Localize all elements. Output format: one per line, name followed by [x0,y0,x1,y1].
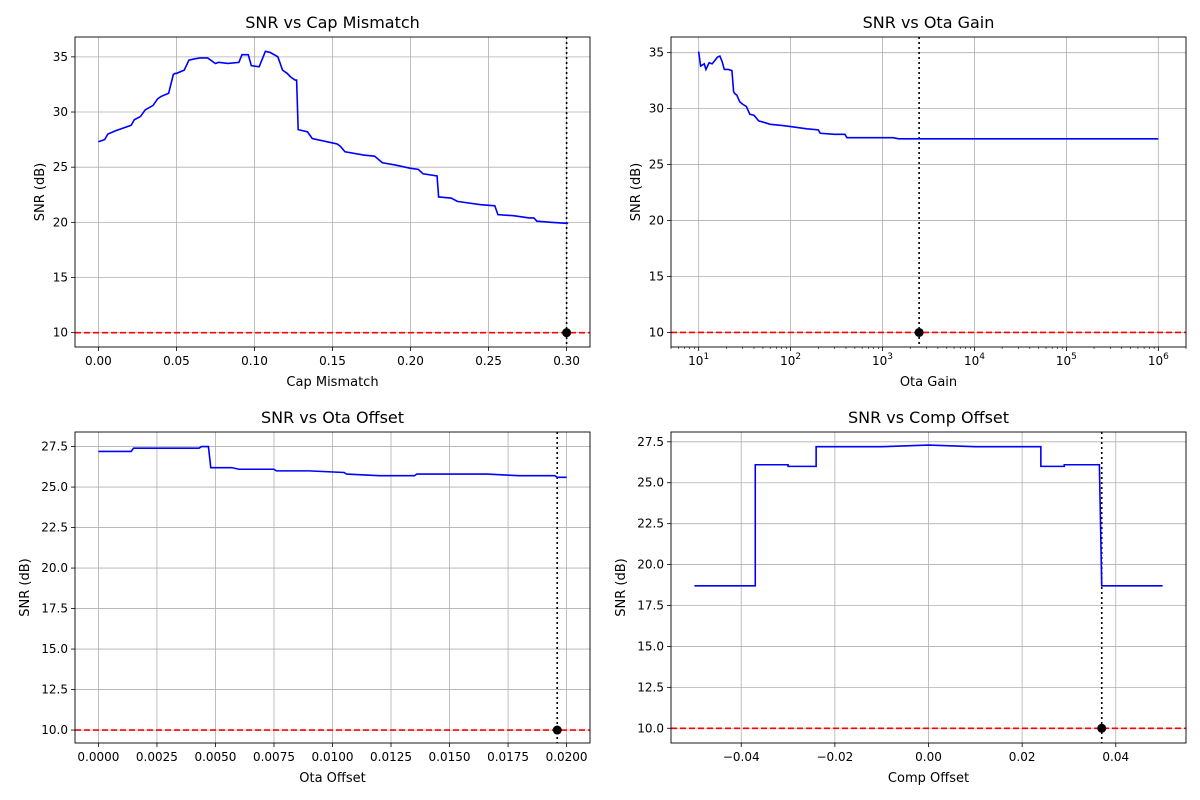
series-line [98,50,569,225]
y-tick-label: 10 [649,325,664,339]
chart-title: SNR vs Ota Offset [261,408,404,427]
x-tick-label: 0.04 [1102,750,1129,764]
x-tick-label: 0.30 [553,354,580,368]
y-tick-label: 20.0 [637,558,664,572]
series-line [98,445,567,479]
grid [75,432,590,743]
x-tick-label: 104 [964,352,985,368]
y-axis-label: SNR (dB) [614,558,629,616]
marker-point [562,328,572,338]
x-tick-label: 0.0100 [312,750,354,764]
y-tick-label: 35 [649,46,664,60]
y-axis-label: SNR (dB) [629,163,644,221]
x-tick-label: 102 [780,352,801,368]
y-tick-label: 20 [53,215,68,229]
x-tick-label: 0.25 [475,354,502,368]
y-tick-label: 27.5 [41,440,68,454]
y-tick-label: 17.5 [41,602,68,616]
x-tick-label: 0.20 [397,354,424,368]
y-tick-label: 25 [649,158,664,172]
x-tick-label: 0.00 [85,354,112,368]
x-tick-label: 0.10 [241,354,268,368]
marker-point [1097,723,1107,733]
y-tick-label: 20.0 [41,561,68,575]
subplot-4: −0.04 −0.02 0.00 0.02 0.04 10.0 12.5 15.0 17.5 20… [614,408,1187,786]
x-axis-label: Comp Offset [888,771,969,786]
y-tick-label: 20 [649,214,664,228]
x-tick-label: 103 [872,352,893,368]
subplot-3: 0.0000 0.0025 0.0050 0.0075 0.0100 0.0125 0.01… [18,408,591,786]
x-axis-label: Ota Offset [299,771,366,786]
x-tick-label: 0.0000 [77,750,119,764]
x-tick-label: 0.0175 [487,750,529,764]
x-axis-label: Ota Gain [900,375,957,390]
chart-title: SNR vs Cap Mismatch [245,13,420,32]
x-tick-label: −0.04 [723,750,760,764]
y-tick-label: 15 [53,270,68,284]
y-axis-label: SNR (dB) [33,163,48,221]
x-tick-label: 0.05 [163,354,190,368]
x-tick-label: 0.00 [915,750,942,764]
grid [671,37,1186,347]
x-axis-label: Cap Mismatch [286,375,378,390]
x-tick-label: −0.02 [816,750,853,764]
y-tick-label: 35 [53,50,68,64]
y-tick-label: 10.0 [41,723,68,737]
x-tick-label: 0.0075 [253,750,295,764]
series-line [694,444,1163,587]
y-axis-label: SNR (dB) [18,558,33,616]
y-tick-label: 27.5 [637,435,664,449]
y-tick-label: 17.5 [637,599,664,613]
x-tick-label: 0.0150 [429,750,471,764]
x-tick-label: 0.0125 [370,750,412,764]
y-tick-label: 10.0 [637,721,664,735]
x-tick-label: 0.0050 [194,750,236,764]
y-tick-label: 25.0 [637,476,664,490]
grid [75,37,590,347]
x-tick-label: 105 [1056,352,1077,368]
x-tick-label: 0.0025 [136,750,178,764]
y-tick-label: 25 [53,160,68,174]
chart-title: SNR vs Comp Offset [848,408,1009,427]
y-tick-label: 10 [53,326,68,340]
marker-point [552,725,562,735]
y-tick-label: 22.5 [41,521,68,535]
y-tick-label: 12.5 [637,680,664,694]
x-tick-label: 0.0200 [546,750,588,764]
subplot-2: 101 102 103 104 105 106 10 15 20 25 30 35 SNR vs Ota… [629,13,1187,390]
x-tick-label: 0.02 [1009,750,1036,764]
y-tick-label: 30 [649,102,664,116]
y-tick-label: 12.5 [41,683,68,697]
y-tick-label: 22.5 [637,517,664,531]
marker-point [914,327,924,337]
grid [671,432,1186,743]
y-tick-label: 15.0 [41,642,68,656]
x-tick-label: 101 [688,352,709,368]
subplot-1: 0.00 0.05 0.10 0.15 0.20 0.25 0.30 10 15 20 25 30 35… [33,13,591,390]
x-tick-label: 106 [1148,352,1169,368]
x-tick-label: 0.15 [319,354,346,368]
y-tick-label: 15 [649,269,664,283]
chart-title: SNR vs Ota Gain [863,13,995,32]
series-line [697,51,1159,140]
y-tick-label: 15.0 [637,639,664,653]
axes-frame [670,36,1187,348]
y-tick-label: 30 [53,105,68,119]
y-tick-label: 25.0 [41,480,68,494]
